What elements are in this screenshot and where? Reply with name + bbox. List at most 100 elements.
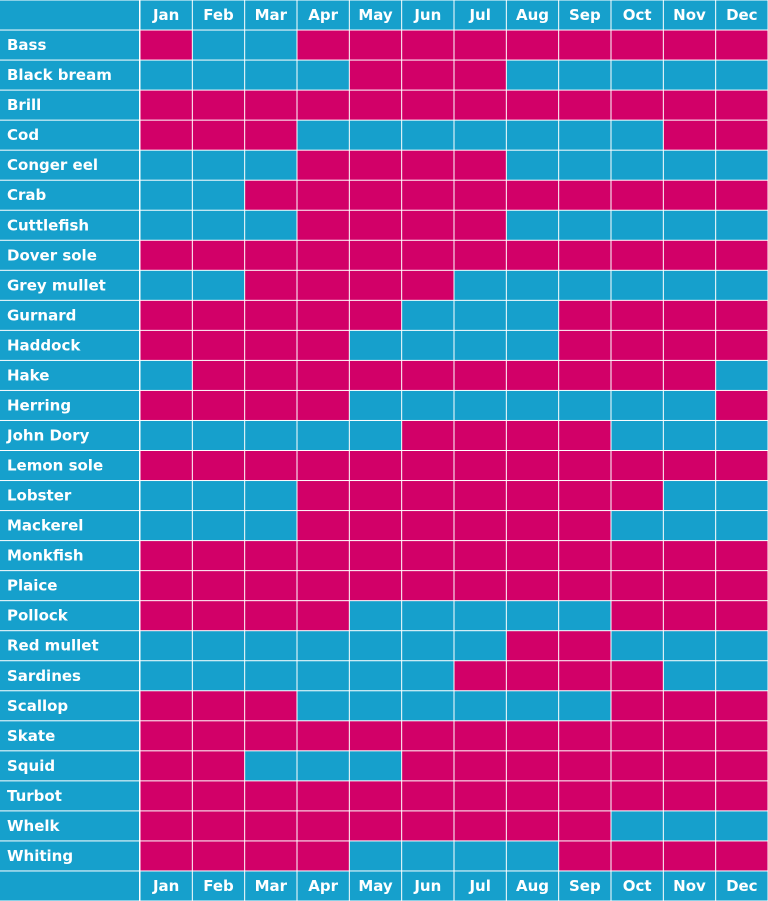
- season-cell-scallop-jul: [454, 691, 506, 721]
- season-cell-sardines-nov: [663, 661, 716, 691]
- month-header-cell: [454, 871, 506, 901]
- season-cell-plaice-dec: [716, 571, 768, 601]
- season-cell-herring-dec: [716, 390, 768, 420]
- month-label-bottom: May: [358, 877, 393, 895]
- season-cell-squid-oct: [611, 751, 663, 781]
- season-cell-hake-nov: [663, 360, 716, 390]
- season-cell-john-dory-jan: [140, 420, 192, 450]
- season-cell-whelk-feb: [192, 811, 245, 841]
- season-cell-grey-mullet-feb: [192, 270, 245, 300]
- season-cell-skate-feb: [192, 721, 245, 751]
- season-cell-haddock-jan: [140, 330, 192, 360]
- month-label-bottom: Jan: [152, 877, 179, 895]
- season-cell-scallop-sep: [559, 691, 611, 721]
- season-cell-scallop-feb: [192, 691, 245, 721]
- season-cell-herring-sep: [559, 390, 611, 420]
- season-cell-lobster-dec: [716, 481, 768, 511]
- season-cell-cod-nov: [663, 120, 716, 150]
- season-cell-turbot-jul: [454, 781, 506, 811]
- season-cell-john-dory-nov: [663, 420, 716, 450]
- month-header-cell: [611, 0, 663, 30]
- season-cell-red-mullet-mar: [245, 631, 297, 661]
- season-cell-cod-apr: [297, 120, 349, 150]
- species-label-cell: [0, 90, 139, 120]
- season-cell-cuttlefish-aug: [506, 210, 559, 240]
- season-cell-black-bream-sep: [559, 60, 611, 90]
- season-cell-pollock-dec: [716, 601, 768, 631]
- season-cell-gurnard-jan: [140, 300, 192, 330]
- season-cell-lobster-mar: [245, 481, 297, 511]
- season-cell-red-mullet-feb: [192, 631, 245, 661]
- season-cell-mackerel-jul: [454, 511, 506, 541]
- season-cell-skate-dec: [716, 721, 768, 751]
- species-label: Lobster: [7, 487, 72, 505]
- season-cell-brill-apr: [297, 90, 349, 120]
- month-label-bottom: Nov: [673, 877, 706, 895]
- season-cell-whelk-dec: [716, 811, 768, 841]
- season-cell-crab-aug: [506, 180, 559, 210]
- season-cell-grey-mullet-apr: [297, 270, 349, 300]
- season-cell-lobster-sep: [559, 481, 611, 511]
- month-label-bottom: Oct: [623, 877, 652, 895]
- species-label-cell: [0, 751, 139, 781]
- season-cell-bass-aug: [506, 30, 559, 60]
- season-cell-conger-eel-sep: [559, 150, 611, 180]
- season-cell-skate-oct: [611, 721, 663, 751]
- species-label-cell: [0, 420, 139, 450]
- species-label: Whiting: [7, 847, 73, 865]
- season-cell-crab-sep: [559, 180, 611, 210]
- season-cell-pollock-mar: [245, 601, 297, 631]
- season-cell-lobster-jun: [402, 481, 454, 511]
- season-cell-lemon-sole-jun: [402, 451, 454, 481]
- season-cell-monkfish-apr: [297, 541, 349, 571]
- season-cell-whiting-jan: [140, 841, 192, 871]
- season-cell-turbot-oct: [611, 781, 663, 811]
- season-cell-herring-may: [349, 390, 402, 420]
- season-cell-grey-mullet-sep: [559, 270, 611, 300]
- season-cell-pollock-may: [349, 601, 402, 631]
- season-cell-sardines-jul: [454, 661, 506, 691]
- season-cell-brill-oct: [611, 90, 663, 120]
- season-cell-mackerel-aug: [506, 511, 559, 541]
- season-cell-monkfish-mar: [245, 541, 297, 571]
- season-cell-whiting-aug: [506, 841, 559, 871]
- species-label-cell: [0, 841, 139, 871]
- season-cell-lobster-aug: [506, 481, 559, 511]
- season-cell-pollock-sep: [559, 601, 611, 631]
- season-cell-skate-may: [349, 721, 402, 751]
- season-cell-haddock-sep: [559, 330, 611, 360]
- season-cell-gurnard-jul: [454, 300, 506, 330]
- season-cell-mackerel-sep: [559, 511, 611, 541]
- season-cell-bass-mar: [245, 30, 297, 60]
- season-cell-bass-may: [349, 30, 402, 60]
- season-cell-plaice-nov: [663, 571, 716, 601]
- season-cell-black-bream-jan: [140, 60, 192, 90]
- season-cell-cuttlefish-may: [349, 210, 402, 240]
- season-cell-black-bream-nov: [663, 60, 716, 90]
- season-cell-sardines-sep: [559, 661, 611, 691]
- season-cell-turbot-jun: [402, 781, 454, 811]
- month-header-cell: [402, 871, 454, 901]
- season-cell-grey-mullet-dec: [716, 270, 768, 300]
- season-cell-grey-mullet-mar: [245, 270, 297, 300]
- season-cell-skate-jul: [454, 721, 506, 751]
- season-cell-sardines-mar: [245, 661, 297, 691]
- season-cell-lemon-sole-apr: [297, 451, 349, 481]
- season-cell-lemon-sole-feb: [192, 451, 245, 481]
- season-cell-john-dory-apr: [297, 420, 349, 450]
- season-cell-whelk-apr: [297, 811, 349, 841]
- season-cell-john-dory-feb: [192, 420, 245, 450]
- season-cell-conger-eel-oct: [611, 150, 663, 180]
- season-cell-mackerel-feb: [192, 511, 245, 541]
- season-cell-grey-mullet-oct: [611, 270, 663, 300]
- season-cell-grey-mullet-jan: [140, 270, 192, 300]
- season-cell-lobster-oct: [611, 481, 663, 511]
- species-label: Dover sole: [7, 246, 97, 264]
- season-cell-whelk-oct: [611, 811, 663, 841]
- season-cell-whiting-may: [349, 841, 402, 871]
- season-cell-black-bream-dec: [716, 60, 768, 90]
- season-cell-lobster-jan: [140, 481, 192, 511]
- season-cell-turbot-dec: [716, 781, 768, 811]
- species-label-cell: [0, 270, 139, 300]
